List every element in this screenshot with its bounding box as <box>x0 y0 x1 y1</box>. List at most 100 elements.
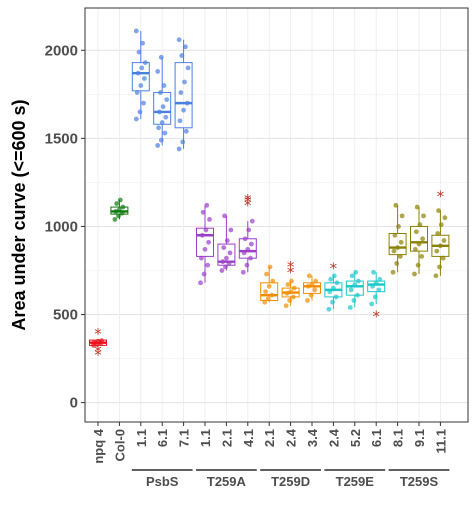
box-iqr <box>388 232 407 256</box>
data-point <box>287 298 293 303</box>
data-point <box>442 215 448 221</box>
data-point <box>177 118 183 124</box>
data-point <box>158 90 163 95</box>
data-point <box>421 213 426 219</box>
data-point <box>416 241 422 247</box>
data-point <box>135 70 141 76</box>
data-point <box>92 339 97 345</box>
group-label: T259D <box>271 474 310 489</box>
data-point <box>226 261 232 266</box>
data-point <box>355 292 360 298</box>
box-10 <box>303 273 321 303</box>
x-tick-label: 2.4 <box>326 428 341 447</box>
data-point <box>155 143 161 148</box>
data-point <box>373 280 379 286</box>
x-tick-label: 3.4 <box>305 428 320 447</box>
box-16: * <box>431 188 450 279</box>
data-point <box>219 268 225 273</box>
data-point <box>438 222 444 228</box>
data-point <box>136 49 142 55</box>
data-point <box>313 278 318 284</box>
data-point <box>202 246 208 252</box>
box-13: * <box>367 269 386 325</box>
boxes: ******** *** <box>89 28 450 364</box>
data-point <box>417 222 423 228</box>
data-point <box>220 259 226 265</box>
data-point <box>185 65 191 71</box>
data-point <box>158 137 164 143</box>
data-point <box>290 294 296 300</box>
data-point <box>306 283 311 289</box>
box-5 <box>196 202 214 286</box>
data-point <box>436 208 441 213</box>
data-point <box>349 273 355 279</box>
x-tick-label: 7.1 <box>177 429 192 447</box>
data-point <box>309 282 315 287</box>
data-point <box>434 248 440 254</box>
data-point <box>334 280 340 286</box>
data-point <box>438 243 443 249</box>
data-point <box>285 282 291 287</box>
data-point <box>356 278 361 284</box>
data-point <box>249 218 255 224</box>
box-15 <box>410 204 428 277</box>
y-axis-label: Area under curve (<=600 s) <box>9 99 29 330</box>
data-point <box>393 202 399 208</box>
data-point <box>221 245 227 250</box>
group-label: T259S <box>400 474 439 489</box>
data-point <box>178 90 184 95</box>
data-point <box>223 264 228 270</box>
outlier-marker: * <box>94 343 102 361</box>
data-point <box>327 289 333 295</box>
box-iqr <box>238 238 257 259</box>
box-14 <box>388 202 407 275</box>
data-point <box>241 250 247 256</box>
data-point <box>305 298 310 303</box>
data-point <box>348 287 354 293</box>
box-12 <box>345 269 364 310</box>
y-tick-label: 1000 <box>45 218 78 235</box>
data-point <box>262 299 268 305</box>
data-point <box>113 209 119 214</box>
data-point <box>264 271 269 277</box>
data-point <box>326 306 332 312</box>
data-point <box>159 120 165 125</box>
data-point <box>157 109 162 115</box>
outlier-marker: * <box>94 346 102 364</box>
data-point <box>207 217 212 222</box>
data-point <box>265 296 271 302</box>
data-point <box>224 238 230 243</box>
data-point <box>224 255 229 261</box>
data-point <box>267 264 273 270</box>
x-tick-label: 11.1 <box>433 429 448 454</box>
data-point <box>331 285 336 291</box>
outlier-marker: * <box>244 196 252 214</box>
group-labels: PsbS T259A T259D T259E T259S <box>131 469 450 489</box>
data-point <box>433 273 439 279</box>
data-point <box>352 282 358 287</box>
data-point <box>155 69 161 74</box>
data-point <box>395 245 400 250</box>
data-point <box>199 232 205 238</box>
y-tick-label: 0 <box>70 395 78 412</box>
data-point <box>412 271 417 277</box>
outlier-marker: * <box>287 263 295 281</box>
data-point <box>141 100 146 106</box>
box-iqr <box>131 62 150 92</box>
data-point <box>117 197 123 203</box>
box-9: ** <box>281 258 300 309</box>
group-label: T259E <box>336 474 375 489</box>
data-point <box>114 201 120 206</box>
data-point <box>306 273 312 279</box>
y-tick-label: 2000 <box>45 42 78 59</box>
x-tick-label: 1.1 <box>134 429 149 447</box>
y-axis-ticks: 0 500 1000 1500 2000 <box>45 42 85 412</box>
data-point <box>414 204 420 210</box>
data-point <box>116 213 121 219</box>
data-point <box>353 269 359 275</box>
box-7: *** <box>238 191 257 275</box>
x-tick-label: 6.1 <box>369 429 384 447</box>
outlier-marker: * <box>330 260 338 278</box>
data-point <box>289 278 294 284</box>
data-point <box>205 262 211 268</box>
